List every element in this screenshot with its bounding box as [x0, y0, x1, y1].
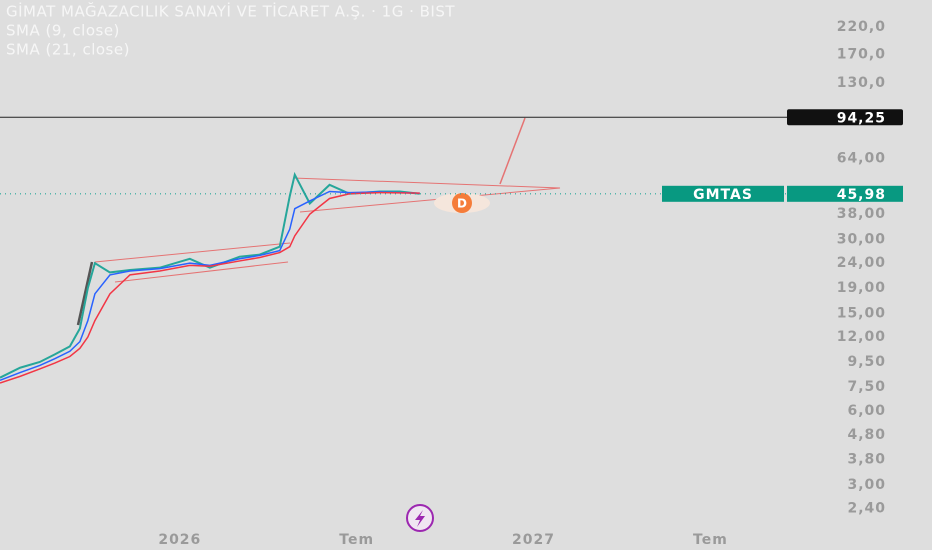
symbol-badge: [662, 185, 784, 202]
marker-letter: D: [457, 197, 467, 211]
dividend-marker[interactable]: [452, 193, 472, 213]
lightning: [415, 510, 425, 527]
y-tick-label: 30,00: [837, 231, 886, 247]
y-tick-label: 7,50: [847, 379, 886, 395]
y-tick-label: 6,00: [847, 403, 886, 419]
channel-drawing: [114, 261, 289, 283]
legend-entry: SMA (21, close): [6, 41, 130, 59]
symbol-label: GMTAS: [693, 187, 753, 203]
series-line: [0, 190, 420, 382]
x-tick-label: Tem: [339, 532, 374, 548]
legend-entry: SMA (9, close): [6, 22, 120, 40]
y-tick-label: 15,00: [837, 305, 886, 321]
y-tick-label: 130,0: [837, 75, 886, 91]
y-tick-label: 3,80: [847, 452, 886, 468]
target-drawing: [499, 117, 526, 185]
y-tick-label: 64,00: [837, 151, 886, 167]
y-tick-label: 12,00: [837, 329, 886, 345]
y-tick-label: 24,00: [837, 255, 886, 271]
y-tick-label: 38,00: [837, 206, 886, 222]
triangle-drawing: [292, 177, 561, 213]
channel-drawing: [94, 242, 291, 263]
y-tick-label: 3,00: [847, 477, 886, 493]
y-tick-label: 2,40: [847, 501, 886, 517]
level-label: 94,25: [837, 110, 886, 126]
trend-drawing: [76, 261, 94, 326]
price-badge: [787, 185, 903, 202]
price-label: 45,98: [837, 187, 886, 203]
x-tick-label: 2027: [512, 532, 555, 548]
y-tick-label: 4,80: [847, 427, 886, 443]
series-line: [0, 191, 420, 384]
y-tick-label: 9,50: [847, 354, 886, 370]
y-tick-label: 220,0: [837, 19, 886, 35]
x-tick-label: 2026: [158, 532, 201, 548]
x-tick-label: Tem: [693, 532, 728, 548]
level-badge: [787, 109, 903, 126]
y-tick-label: 170,0: [837, 46, 886, 62]
chart-title: GİMAT MAĞAZACILIK SANAYİ VE TİCARET A.Ş.…: [6, 2, 455, 21]
series-line: [0, 171, 420, 379]
y-tick-label: 19,00: [837, 280, 886, 296]
